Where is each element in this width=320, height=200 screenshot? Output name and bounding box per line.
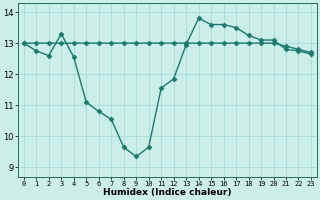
X-axis label: Humidex (Indice chaleur): Humidex (Indice chaleur) [103, 188, 232, 197]
